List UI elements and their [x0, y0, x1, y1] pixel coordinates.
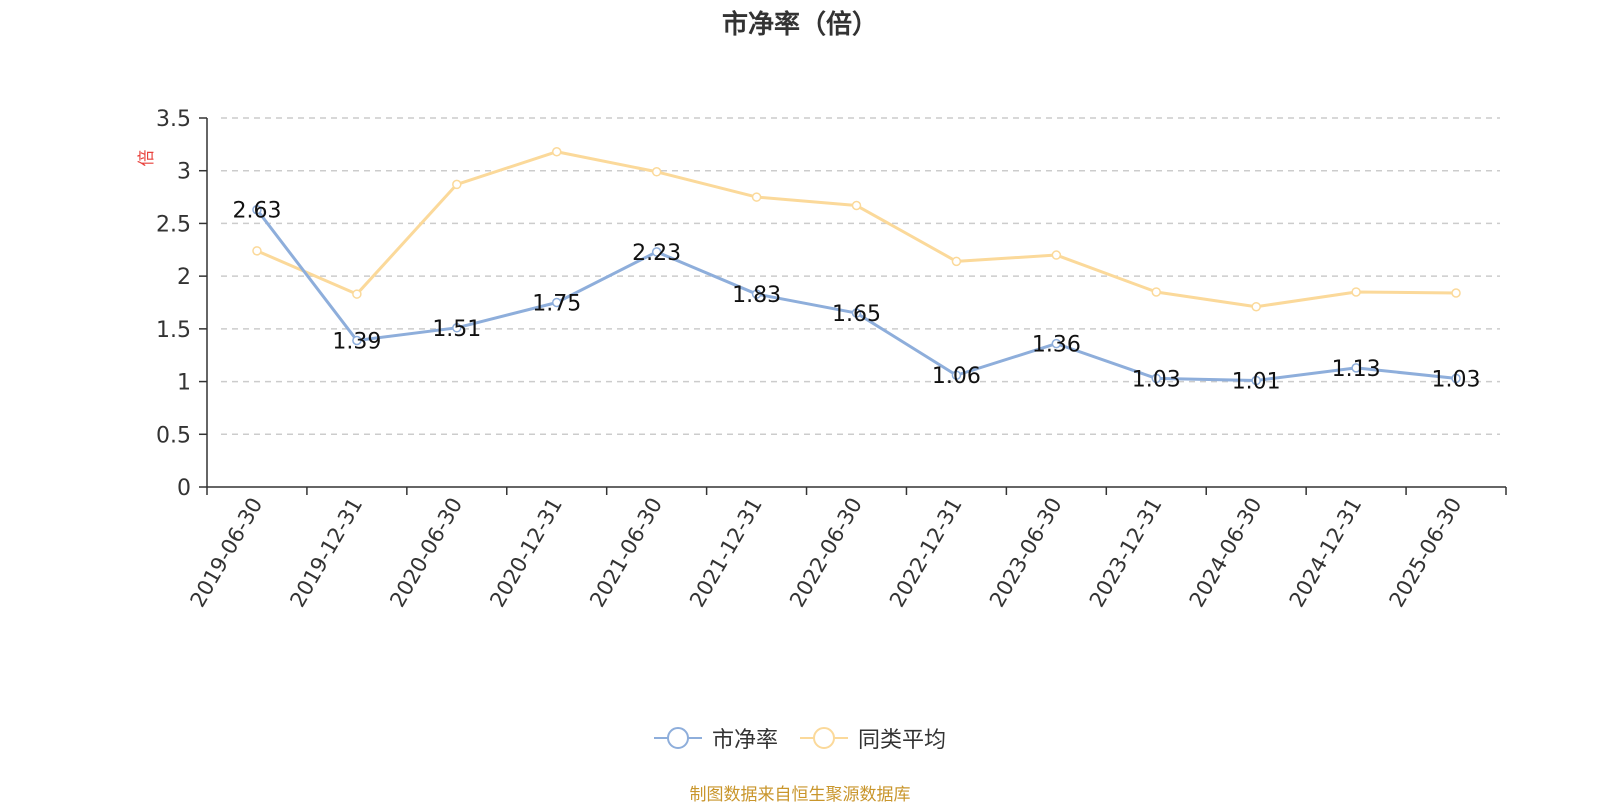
x-tick-label: 2022-12-31: [885, 494, 967, 612]
data-point: [751, 289, 762, 299]
data-point: [1151, 287, 1162, 297]
data-point: [1251, 375, 1261, 386]
data-point: [452, 179, 462, 190]
data-point: [751, 192, 762, 202]
data-point: [651, 167, 662, 177]
x-tick-label: 2021-06-30: [585, 494, 667, 612]
data-label: 2.23: [632, 241, 681, 266]
y-tick-label: 0: [177, 476, 191, 501]
x-tick-label: 2024-12-31: [1285, 494, 1367, 612]
data-point: [452, 323, 462, 333]
y-tick-label: 1.5: [156, 318, 191, 343]
y-tick-label: 0.5: [156, 423, 191, 448]
data-point: [1351, 363, 1361, 373]
series-line: [255, 208, 1457, 383]
data-point: [551, 297, 562, 308]
data-label: 1.36: [1032, 333, 1081, 358]
data-point: [352, 335, 362, 346]
x-tick-label: 2024-06-30: [1185, 494, 1267, 612]
grid-lines: [221, 117, 1500, 436]
y-tick-label: 2.5: [156, 212, 191, 237]
x-tick-label: 2019-06-30: [185, 494, 267, 612]
data-point: [352, 289, 362, 299]
x-tick-label: 2025-06-30: [1385, 494, 1467, 612]
x-tick-label: 2023-12-31: [1085, 494, 1167, 612]
series-lines: [252, 146, 1461, 386]
data-label: 1.51: [432, 317, 481, 342]
data-point: [1051, 250, 1062, 260]
data-point: [1251, 301, 1261, 312]
data-point: [1351, 287, 1361, 297]
x-tick-label: 2021-12-31: [685, 494, 767, 612]
data-label: 1.65: [832, 302, 881, 327]
y-axis-label: 倍: [137, 150, 157, 167]
legend-pb-marker-icon: [653, 727, 702, 749]
legend-item-peer-avg[interactable]: 同类平均: [800, 722, 946, 754]
x-tick-label: 2023-06-30: [985, 494, 1067, 612]
x-tick-label: 2020-06-30: [385, 494, 467, 612]
data-point: [1051, 338, 1062, 349]
series-line: [256, 150, 1457, 309]
data-point: [1451, 373, 1461, 384]
data-point: [551, 146, 562, 157]
legend: 市净率 同类平均: [0, 722, 1600, 754]
y-tick-label: 3.5: [156, 107, 191, 132]
data-labels: 2.63 1.39 1.51 1.75 2.23 1.83 1.65 1.06 1.36 1.03…: [232, 199, 1480, 395]
data-label: 1.01: [1232, 370, 1281, 395]
legend-pb-label: 市净率: [711, 728, 778, 753]
data-label: 1.13: [1332, 357, 1381, 382]
data-label: 1.39: [332, 329, 381, 354]
data-label: 1.83: [732, 283, 781, 308]
data-label: 1.06: [932, 364, 981, 389]
x-tick-label: 2020-12-31: [485, 494, 567, 612]
data-point: [951, 370, 962, 380]
x-tick-label: 2019-12-31: [285, 494, 367, 612]
data-point: [1451, 288, 1461, 298]
chart-title: 市净率（倍）: [721, 10, 878, 40]
data-point: [651, 247, 662, 257]
legend-peer-avg-marker-icon: [800, 727, 848, 749]
legend-item-pb[interactable]: 市净率: [653, 722, 778, 754]
data-point: [851, 308, 862, 318]
data-point: [951, 256, 962, 267]
data-point: [1151, 373, 1162, 384]
data-point: [252, 204, 262, 215]
data-label: 1.03: [1432, 367, 1481, 392]
data-label: 1.03: [1132, 367, 1181, 392]
data-label: 1.75: [532, 292, 581, 317]
data-point: [851, 200, 862, 211]
y-tick-label: 3: [177, 160, 191, 185]
x-tick-label: 2022-06-30: [785, 494, 867, 612]
source-note: 制图数据来自恒生聚源数据库: [689, 785, 911, 805]
data-label: 2.63: [232, 199, 281, 224]
y-tick-label: 2: [177, 265, 191, 290]
data-point: [252, 246, 262, 256]
legend-peer-avg-label: 同类平均: [858, 728, 947, 753]
y-tick-label: 1: [177, 371, 191, 396]
